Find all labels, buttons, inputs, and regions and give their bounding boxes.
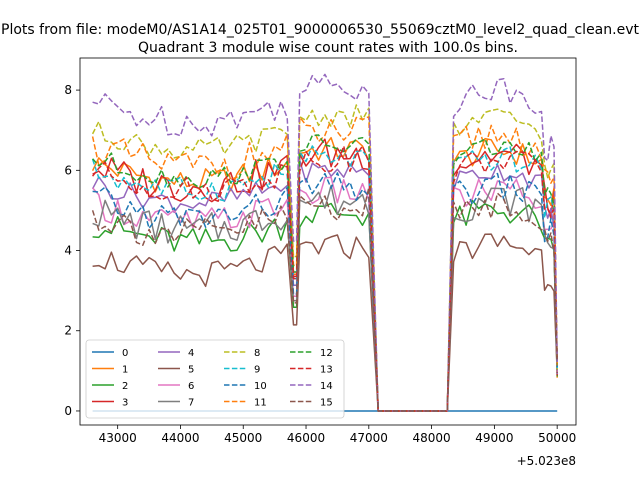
series-line-15 [91,186,558,412]
legend-label: 6 [188,381,194,392]
legend-label: 11 [254,398,267,409]
legend-label: 2 [122,381,128,392]
y-axis: 0 2 4 6 8 [64,83,80,418]
series-line-13 [92,145,558,412]
legend-label: 5 [188,365,194,376]
series-line-9 [91,145,558,412]
series-lines [91,73,558,412]
figure-suptitle: Plots from file: modeM0/AS1A14_025T01_90… [1,22,639,38]
x-tick-label: 45000 [224,431,262,445]
legend-label: 0 [122,348,128,359]
legend-label: 7 [188,398,194,409]
legend-label: 8 [254,348,260,359]
legend-label: 15 [320,398,333,409]
legend-label: 12 [320,348,333,359]
legend-label: 3 [122,398,128,409]
series-line-3 [92,138,558,412]
x-tick-label: 50000 [538,431,576,445]
x-tick-label: 43000 [99,431,137,445]
series-line-14 [92,73,558,412]
y-tick-label: 2 [64,324,72,338]
chart-title: Quadrant 3 module wise count rates with … [138,40,518,56]
x-tick-label: 49000 [475,431,513,445]
legend-label: 1 [122,365,128,376]
y-tick-label: 0 [64,404,72,418]
x-tick-label: 44000 [161,431,199,445]
series-line-12 [92,134,558,412]
x-tick-label: 48000 [413,431,451,445]
y-tick-label: 8 [64,83,72,97]
series-line-11 [91,116,558,412]
y-tick-label: 4 [64,244,72,258]
x-tick-label: 47000 [350,431,388,445]
y-tick-label: 6 [64,163,72,177]
legend-label: 13 [320,365,333,376]
legend-label: 10 [254,381,267,392]
x-axis-offset-text: +5.023e8 [517,454,576,468]
legend-label: 9 [254,365,260,376]
series-line-7 [92,184,558,412]
x-tick-label: 46000 [287,431,325,445]
series-line-5 [92,233,558,412]
x-axis: 43000 44000 45000 46000 47000 48000 49000 50000 [99,425,576,445]
legend-label: 14 [320,381,333,392]
series-line-10 [92,172,558,412]
legend-label: 4 [188,348,194,359]
series-line-4 [91,159,558,412]
axes-frame [79,57,577,426]
series-line-1 [91,136,558,412]
series-line-6 [92,176,558,412]
legend-box [85,339,345,419]
